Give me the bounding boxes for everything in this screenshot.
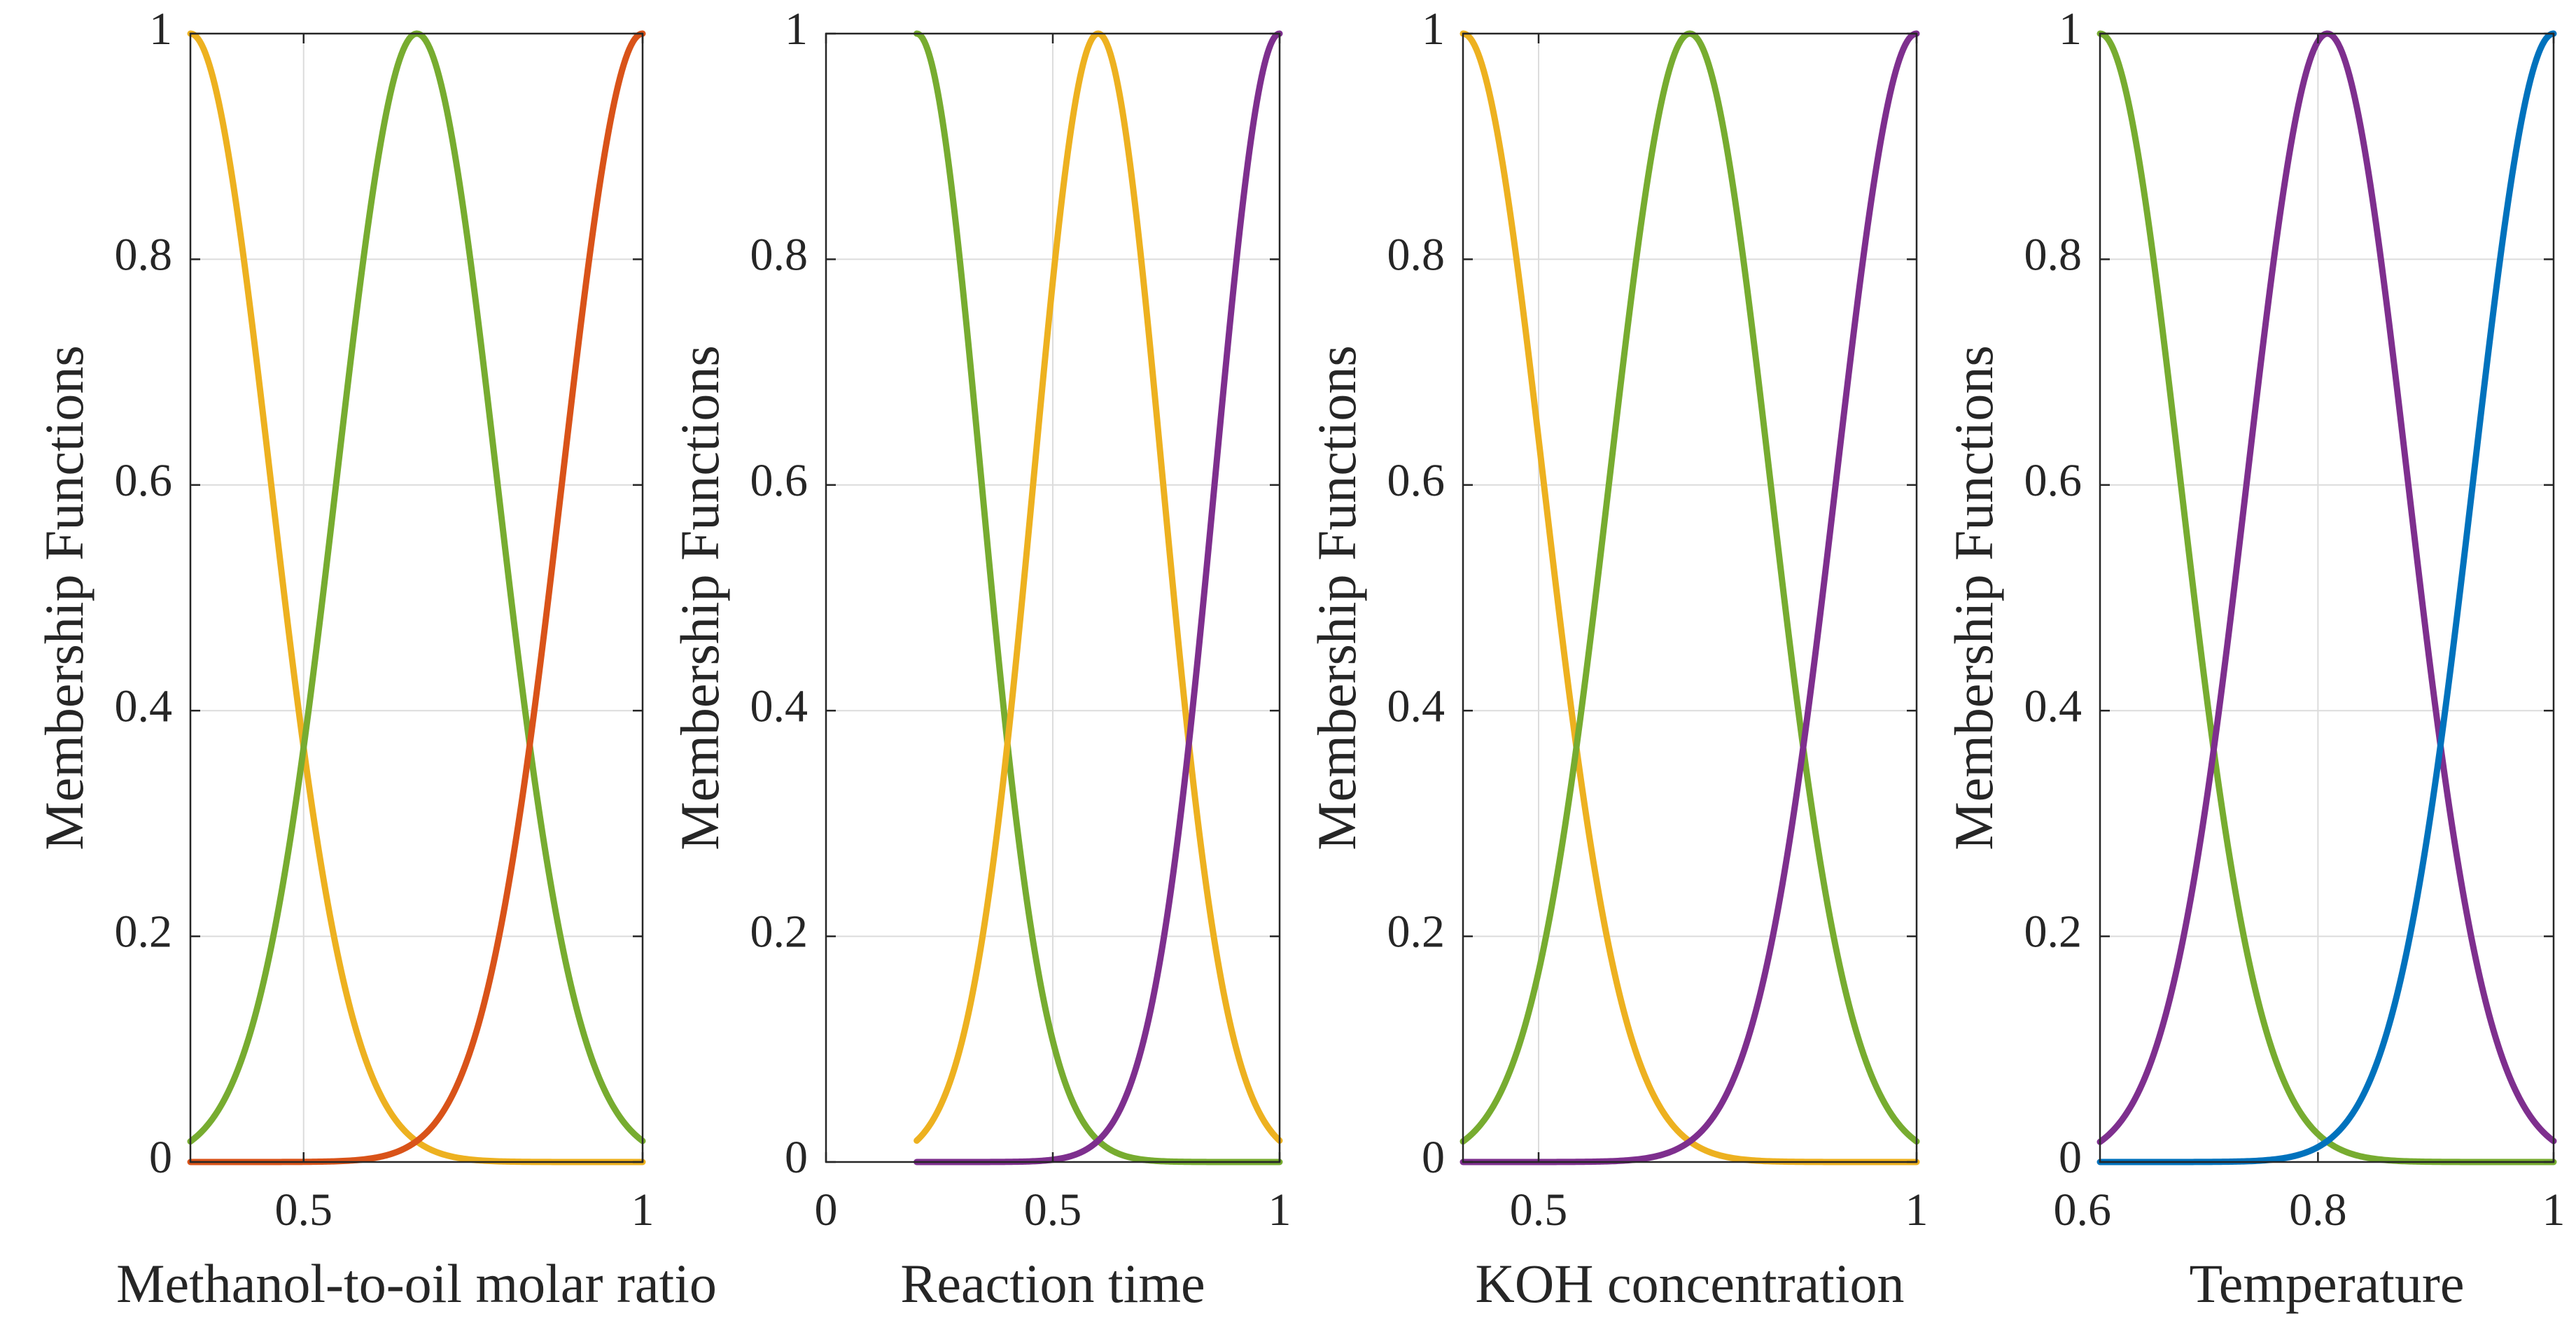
axes-box: [2099, 32, 2555, 1163]
panel-2: 0 0.2 0.4 0.6 0.8 1 0 0.5 1 Reaction time Membersh…: [669, 4, 1292, 1314]
y-tick-label: 1: [1422, 4, 1445, 55]
x-tick-label: 0.5: [1024, 1184, 1082, 1236]
y-tick-label: 1: [2059, 4, 2082, 55]
y-tick-label: 0: [1422, 1132, 1445, 1183]
y-tick-label: 1: [149, 4, 172, 55]
y-tick-label: 0.2: [1387, 906, 1446, 958]
y-axis-label: Membership Functions: [669, 345, 730, 850]
y-tick-label: 0: [149, 1132, 172, 1183]
y-axis-label: Membership Functions: [1943, 345, 2004, 850]
x-tick-label: 1: [631, 1184, 654, 1236]
y-tick-label: 0.6: [1387, 455, 1446, 506]
y-tick-label: 0.4: [750, 680, 808, 732]
series-line-2: [2096, 30, 2557, 1145]
panel-4: 0 0.2 0.4 0.6 0.8 1 0.6 0.8 1 Temperature Membersh…: [1943, 4, 2566, 1314]
x-axis-label: Temperature: [2190, 1253, 2465, 1314]
x-axis-label: KOH concentration: [1476, 1253, 1905, 1314]
x-tick-label: 0.5: [274, 1184, 332, 1236]
y-tick-label: 0.6: [2024, 455, 2082, 506]
series-line-2: [1460, 30, 1920, 1145]
x-axis-label: Reaction time: [900, 1253, 1205, 1314]
y-tick-label: 0: [785, 1132, 808, 1183]
y-tick-label: 0: [2059, 1132, 2082, 1183]
y-tick-label: 0.6: [115, 455, 173, 506]
y-tick-label: 0.8: [750, 230, 808, 281]
y-axis-label: Membership Functions: [1306, 345, 1367, 850]
x-axis-label: Methanol-to-oil molar ratio: [116, 1253, 717, 1314]
y-tick-label: 0.4: [115, 680, 173, 732]
axes-box: [1462, 32, 1918, 1163]
x-tick-label: 0.6: [2054, 1184, 2112, 1236]
y-tick-label: 0.8: [115, 230, 173, 281]
x-tick-label: 1: [2542, 1184, 2566, 1236]
y-tick-label: 0.2: [115, 906, 173, 958]
series-line-2: [913, 30, 1283, 1144]
x-tick-label: 0.5: [1510, 1184, 1568, 1236]
panel-1: 0 0.2 0.4 0.6 0.8 1 0.5 1 Methanol-to-oil molar …: [34, 4, 717, 1314]
axes-box: [189, 32, 644, 1163]
series-line-2: [187, 30, 646, 1145]
x-tick-label: 0: [815, 1184, 838, 1236]
y-tick-label: 0.8: [2024, 230, 2082, 281]
y-tick-label: 0.4: [1387, 680, 1446, 732]
y-tick-label: 0.6: [750, 455, 808, 506]
y-tick-label: 0.4: [2024, 680, 2082, 732]
y-tick-label: 0.8: [1387, 230, 1446, 281]
x-tick-label: 0.8: [2289, 1184, 2347, 1236]
y-tick-label: 0.2: [2024, 906, 2082, 958]
y-axis-label: Membership Functions: [34, 345, 94, 850]
x-tick-label: 1: [1268, 1184, 1292, 1236]
x-tick-label: 1: [1905, 1184, 1928, 1236]
y-tick-label: 1: [785, 4, 808, 55]
y-tick-label: 0.2: [750, 906, 808, 958]
